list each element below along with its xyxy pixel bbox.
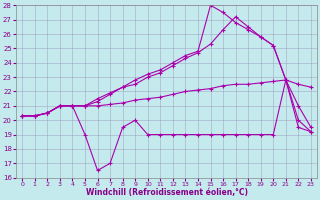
X-axis label: Windchill (Refroidissement éolien,°C): Windchill (Refroidissement éolien,°C) [85,188,248,197]
